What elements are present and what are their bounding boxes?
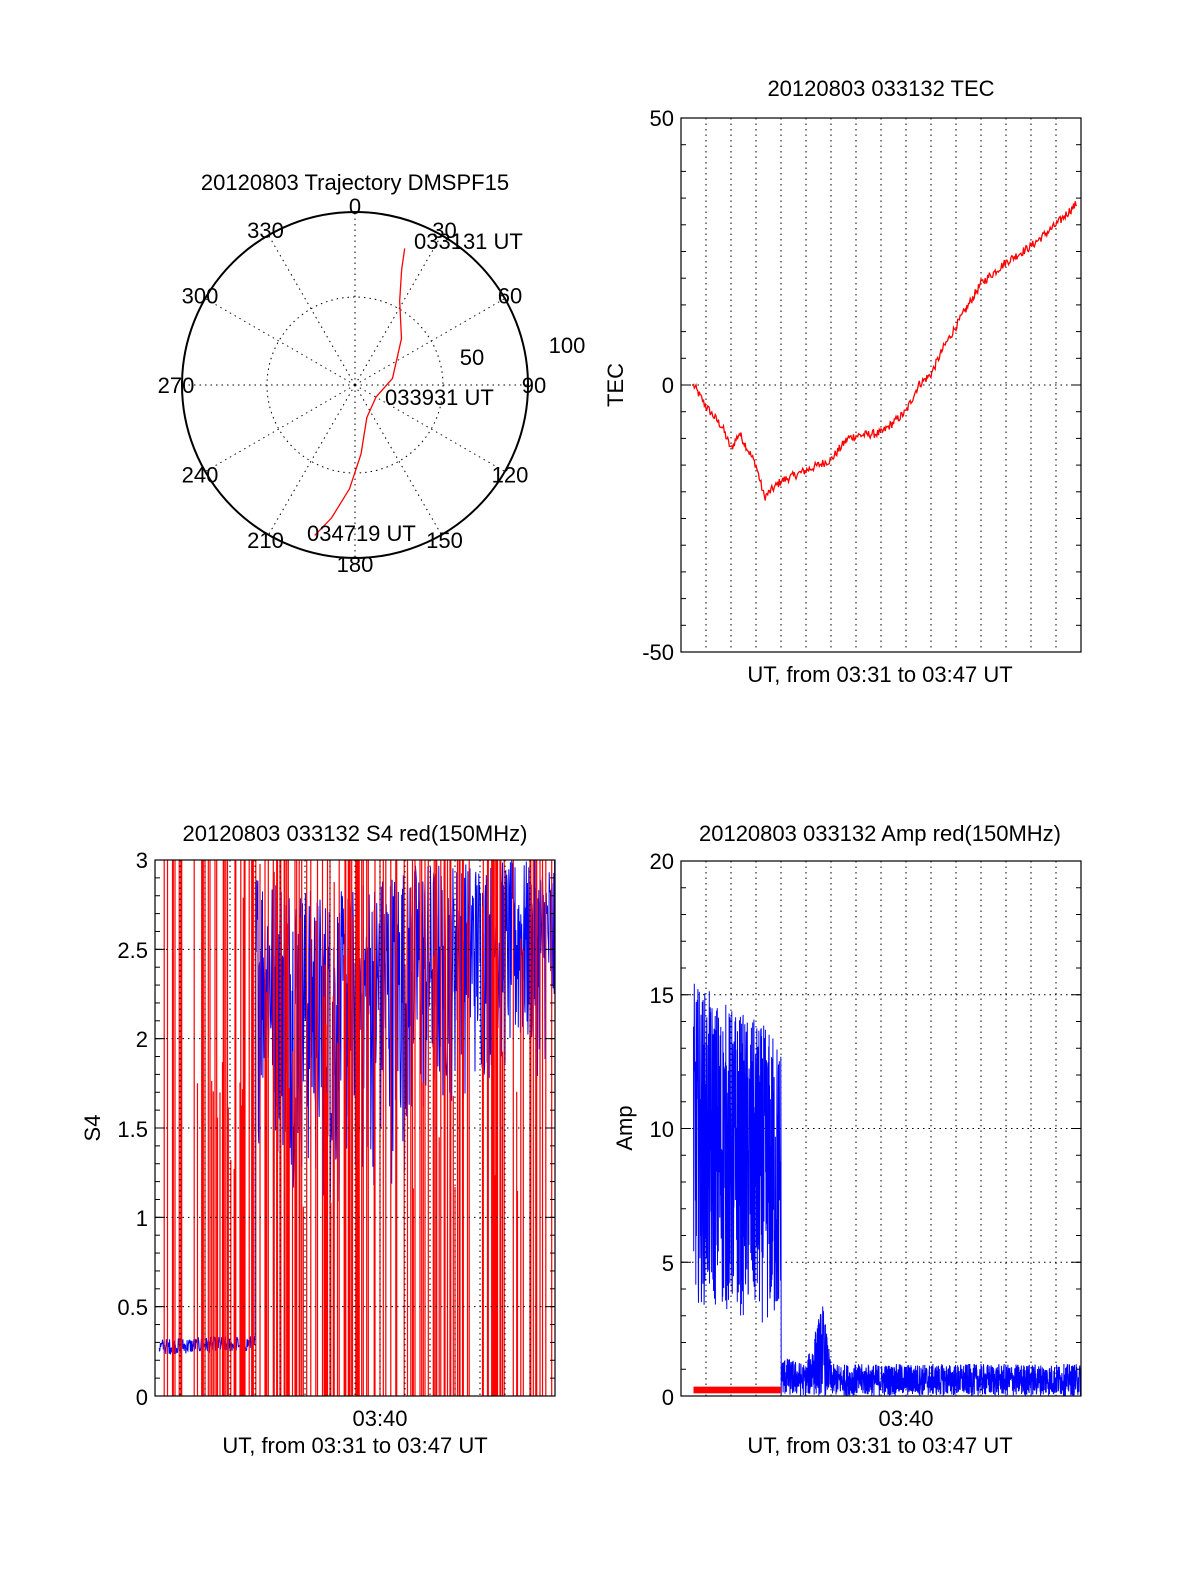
polar-angle-labels: 0 30 60 90 120 150 180 210 240 270 300 330 (158, 194, 547, 577)
s4-ytick-0: 0 (136, 1385, 148, 1410)
polar-spoke-300 (204, 298, 356, 386)
s4-chart: 20120803 033132 S4 red(150MHz) 0 0.5 1 1… (80, 821, 556, 1458)
polar-angle-label-150: 150 (426, 528, 463, 553)
tec-series-line (692, 201, 1078, 501)
polar-angle-label-60: 60 (498, 284, 522, 309)
s4-series (158, 860, 555, 1396)
s4-ytick-2: 2 (136, 1027, 148, 1052)
amp-chart: 20120803 033132 Amp red(150MHz) 0 5 10 1… (612, 821, 1082, 1458)
amp-red-series (693, 1386, 781, 1394)
amp-x-axis-label: UT, from 03:31 to 03:47 UT (747, 1433, 1012, 1458)
polar-angle-label-210: 210 (247, 528, 284, 553)
s4-grid (155, 860, 555, 1396)
s4-xtick-0340: 03:40 (352, 1406, 407, 1431)
polar-angle-label-180: 180 (337, 552, 374, 577)
polar-spokes (182, 212, 528, 558)
track-label-end: 034719 UT (307, 521, 416, 546)
track-label-mid: 033931 UT (385, 385, 494, 410)
tec-ytick-minus50: -50 (642, 640, 674, 665)
tec-plot-frame (680, 117, 1082, 653)
s4-ytick-1: 1 (136, 1206, 148, 1231)
polar-angle-label-90: 90 (522, 373, 546, 398)
amp-ytick-20: 20 (650, 849, 674, 874)
polar-title: 20120803 Trajectory DMSPF15 (201, 170, 509, 195)
polar-angle-label-330: 330 (247, 218, 284, 243)
amp-y-axis-label: Amp (612, 1105, 637, 1150)
polar-radial-label-100: 100 (549, 333, 586, 358)
amp-ytick-5: 5 (662, 1251, 674, 1276)
tec-grid (681, 118, 1081, 652)
tec-y-axis-label: TEC (603, 363, 628, 407)
s4-x-axis-label: UT, from 03:31 to 03:47 UT (222, 1433, 487, 1458)
amp-y-ticks (681, 860, 1081, 1397)
polar-angle-label-0: 0 (349, 194, 361, 219)
polar-spoke-150 (354, 384, 442, 536)
polar-angle-label-240: 240 (182, 463, 219, 488)
s4-y-axis-label: S4 (80, 1115, 105, 1142)
s4-ytick-2.5: 2.5 (117, 938, 148, 963)
tec-x-axis-label: UT, from 03:31 to 03:47 UT (747, 662, 1012, 687)
polar-angle-label-30: 30 (432, 218, 456, 243)
amp-xtick-0340: 03:40 (878, 1406, 933, 1431)
polar-spoke-120 (354, 384, 506, 472)
track-label-start: 033131 UT (414, 229, 523, 254)
polar-angle-label-300: 300 (182, 284, 219, 309)
tec-ytick-50: 50 (650, 106, 674, 131)
amp-blue-series (693, 983, 1081, 1396)
s4-ytick-3: 3 (136, 848, 148, 873)
s4-y-ticks (155, 859, 555, 1397)
amp-ytick-0: 0 (662, 1385, 674, 1410)
trajectory-line (314, 248, 406, 536)
polar-outer-circle (181, 211, 529, 559)
tec-chart: 20120803 033132 TEC 50 0 -50 TEC UT, fro… (603, 76, 1082, 687)
trajectory-polar-chart: 20120803 Trajectory DMSPF15 0 30 60 90 120 15… (158, 170, 586, 577)
amp-series (693, 983, 1081, 1396)
s4-ytick-1.5: 1.5 (117, 1117, 148, 1142)
polar-spoke-240 (204, 384, 356, 472)
s4-title: 20120803 033132 S4 red(150MHz) (183, 821, 528, 846)
polar-radial-label-50: 50 (460, 345, 484, 370)
amp-title: 20120803 033132 Amp red(150MHz) (699, 821, 1061, 846)
amp-ytick-10: 10 (650, 1117, 674, 1142)
polar-angle-label-270: 270 (158, 373, 195, 398)
s4-ytick-0.5: 0.5 (117, 1295, 148, 1320)
tec-title: 20120803 033132 TEC (767, 76, 994, 101)
tec-ytick-0: 0 (662, 373, 674, 398)
polar-angle-label-120: 120 (492, 463, 529, 488)
tec-y-ticks (681, 117, 1081, 653)
polar-spoke-60 (354, 298, 506, 386)
polar-spoke-210 (268, 384, 356, 536)
polar-spoke-30 (354, 234, 442, 386)
polar-spoke-330 (268, 234, 356, 386)
amp-ytick-15: 15 (650, 983, 674, 1008)
